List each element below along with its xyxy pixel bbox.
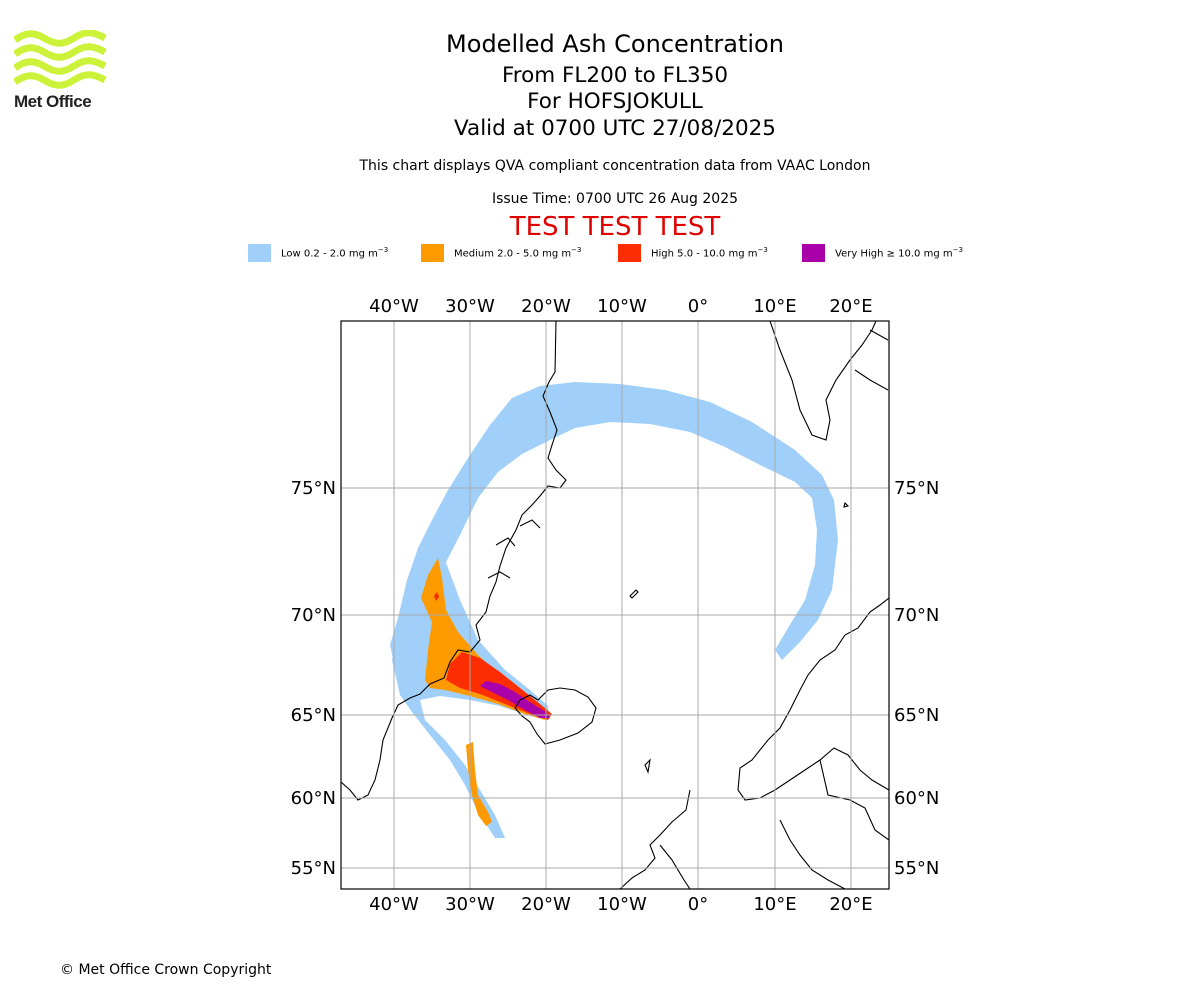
lat-label-right: 75°N — [894, 478, 939, 499]
lon-label-top: 20°E — [829, 296, 872, 317]
valid-time: Valid at 0700 UTC 27/08/2025 — [453, 116, 776, 141]
met-office-logo: Met Office — [12, 29, 109, 112]
test-banner: TEST TEST TEST — [509, 212, 721, 242]
lon-label-bottom: 10°W — [597, 894, 647, 915]
volcano-name: For HOFSJOKULL — [527, 89, 703, 114]
issue-time: Issue Time: 0700 UTC 26 Aug 2025 — [491, 191, 739, 207]
flight-level-range: From FL200 to FL350 — [501, 63, 729, 88]
lon-label-top: 10°E — [753, 296, 796, 317]
lat-label-left: 70°N — [291, 605, 336, 626]
chart-description: This chart displays QVA compliant concen… — [359, 158, 871, 174]
ash-high-dot — [434, 592, 439, 601]
logo-text: Met Office — [14, 92, 92, 111]
legend-label-high: High 5.0 - 10.0 mg m — [651, 248, 758, 260]
lat-label-right: 70°N — [894, 605, 939, 626]
map-frame — [340, 320, 890, 890]
lon-label-top: 20°W — [521, 296, 571, 317]
lat-label-left: 65°N — [291, 705, 336, 726]
ash-medium-south — [466, 742, 492, 826]
lat-label-right: 60°N — [894, 788, 939, 809]
graticule — [341, 321, 889, 889]
coastlines — [341, 321, 889, 889]
legend-item-low: Low 0.2 - 2.0 mg m−3 — [248, 243, 388, 263]
legend-label-very-high: Very High ≥ 10.0 mg m — [835, 248, 953, 260]
lat-label-left: 75°N — [291, 478, 336, 499]
legend-swatch-low — [248, 244, 271, 262]
legend-swatch-high — [618, 244, 641, 262]
lon-label-bottom: 40°W — [369, 894, 419, 915]
lon-label-bottom: 20°E — [829, 894, 872, 915]
lon-label-bottom: 10°E — [753, 894, 796, 915]
lon-label-top: 40°W — [369, 296, 419, 317]
legend-swatch-very-high — [802, 244, 825, 262]
lon-label-bottom: 20°W — [521, 894, 571, 915]
lon-label-bottom: 0° — [688, 894, 708, 915]
lat-label-right: 65°N — [894, 705, 939, 726]
ash-very-high — [480, 681, 550, 718]
lat-label-left: 60°N — [291, 788, 336, 809]
ash-low-arc — [390, 382, 838, 668]
legend-item-medium: Medium 2.0 - 5.0 mg m−3 — [421, 243, 581, 263]
map-content — [341, 321, 889, 889]
wave-logo-icon — [12, 29, 107, 89]
legend-label-medium: Medium 2.0 - 5.0 mg m — [454, 248, 572, 260]
legend-item-high: High 5.0 - 10.0 mg m−3 — [618, 243, 768, 263]
concentration-legend: Low 0.2 - 2.0 mg m−3 Medium 2.0 - 5.0 mg… — [0, 243, 1200, 265]
legend-label-low: Low 0.2 - 2.0 mg m — [281, 248, 378, 260]
lat-label-right: 55°N — [894, 858, 939, 879]
lon-label-top: 30°W — [445, 296, 495, 317]
lon-label-top: 0° — [688, 296, 708, 317]
lat-label-left: 55°N — [291, 858, 336, 879]
copyright-notice: © Met Office Crown Copyright — [60, 962, 272, 978]
legend-item-very-high: Very High ≥ 10.0 mg m−3 — [802, 243, 963, 263]
lon-label-bottom: 30°W — [445, 894, 495, 915]
chart-title: Modelled Ash Concentration — [446, 30, 784, 58]
legend-swatch-medium — [421, 244, 444, 262]
lon-label-top: 10°W — [597, 296, 647, 317]
